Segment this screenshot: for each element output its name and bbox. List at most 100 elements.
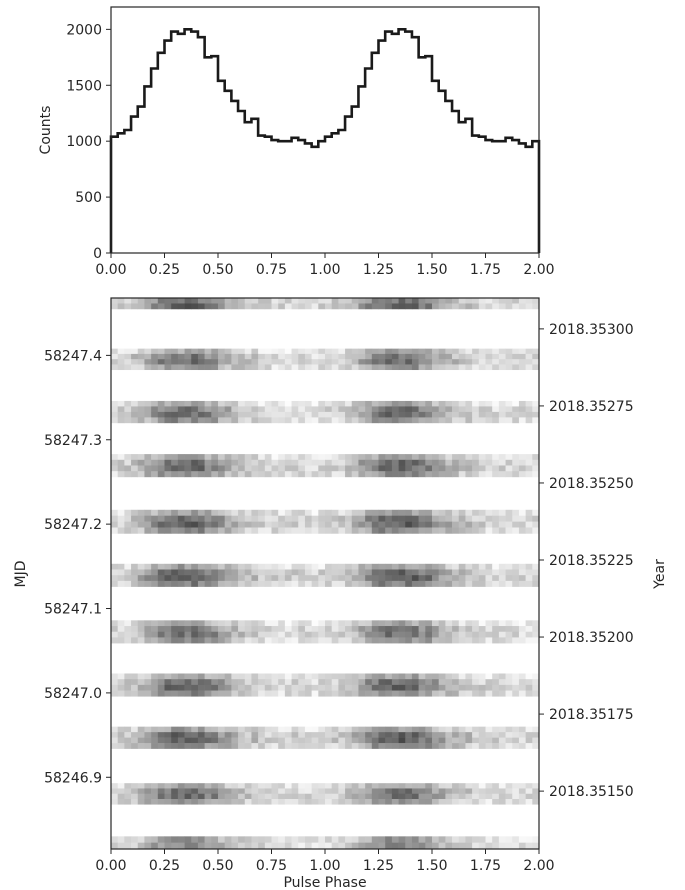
profile-x-tick-label: 2.00 [523, 262, 554, 278]
phaseogram-cell [458, 521, 466, 528]
phaseogram-cell [405, 364, 413, 371]
phaseogram-cell [298, 783, 306, 789]
phaseogram-cell [258, 298, 266, 304]
phaseogram-cell [177, 569, 185, 576]
phaseogram-cell [311, 684, 319, 691]
phaseogram-cell [291, 783, 299, 789]
phaseogram-cell [284, 303, 292, 310]
phaseogram-cell [177, 732, 185, 738]
phaseogram-cell [171, 743, 179, 749]
phaseogram-cell [391, 303, 399, 310]
phaseogram-cell [338, 454, 346, 461]
phaseogram-cell [224, 620, 232, 627]
phaseogram-cell [452, 465, 460, 472]
phaseogram-cell [197, 788, 205, 795]
phaseogram-cell [325, 527, 332, 534]
phaseogram-cell [525, 563, 533, 570]
phaseogram-cell [432, 406, 439, 413]
phaseogram-cell [452, 527, 460, 534]
phaseogram-cell [204, 465, 212, 472]
phaseogram-cell [425, 471, 433, 478]
phaseogram-cell [318, 620, 326, 627]
phaseogram-cell [211, 684, 219, 691]
phaseogram-cell [452, 637, 460, 644]
phaseogram-cell [251, 631, 259, 638]
phaseogram-cell [271, 836, 279, 843]
phaseogram-cell [458, 359, 466, 365]
phaseogram-cell [157, 637, 165, 644]
phaseogram-cell [137, 726, 145, 733]
phaseogram-mjd-tick-label: 58247.0 [44, 686, 102, 702]
phaseogram-cell [117, 364, 125, 371]
phaseogram-cell [351, 459, 359, 466]
phaseogram-cell [525, 575, 533, 582]
phaseogram-cell [445, 303, 453, 310]
phaseogram-cell [438, 637, 446, 644]
phaseogram-cell [137, 515, 145, 522]
phaseogram-cell [411, 799, 419, 805]
phaseogram-cell [512, 799, 520, 805]
phaseogram-cell [505, 684, 513, 691]
phaseogram-cell [438, 303, 446, 310]
phaseogram-cell [311, 406, 319, 413]
phaseogram-cell [204, 684, 212, 691]
phaseogram-cell [218, 620, 225, 627]
phaseogram-cell [244, 637, 252, 644]
phaseogram-cell [378, 690, 386, 697]
phaseogram-cell [298, 509, 306, 516]
phaseogram-cell [131, 575, 139, 582]
phaseogram-cell [365, 509, 373, 516]
phaseogram-cell [144, 353, 152, 360]
phaseogram-cell [525, 454, 533, 461]
phaseogram-cell [398, 684, 406, 691]
phaseogram-cell [164, 737, 172, 744]
phaseogram-cell [405, 620, 413, 627]
phaseogram-cell [385, 637, 393, 644]
phaseogram-cell [264, 737, 272, 744]
phaseogram-cell [171, 521, 179, 528]
phaseogram-cell [398, 743, 406, 749]
phaseogram-cell [311, 353, 319, 360]
phaseogram-x-tick-label: 0.50 [202, 858, 233, 874]
phaseogram-cell [184, 842, 192, 850]
phaseogram-cell [385, 298, 393, 304]
phaseogram-cell [485, 521, 493, 528]
phaseogram-cell [164, 298, 172, 304]
phaseogram-cell [218, 515, 225, 522]
phaseogram-cell [485, 673, 493, 680]
phaseogram-cell [345, 348, 353, 355]
phaseogram-cell [211, 569, 219, 576]
phaseogram-cell [197, 580, 205, 587]
phaseogram-cell [445, 527, 453, 534]
phaseogram-cell [472, 353, 480, 360]
phaseogram-cell [532, 690, 540, 697]
phaseogram-cell [498, 515, 506, 522]
phaseogram-cell [251, 364, 259, 371]
phaseogram-cell [184, 348, 192, 355]
profile-y-tick-label: 2000 [66, 22, 102, 38]
phaseogram-cell [264, 743, 272, 749]
phaseogram-cell [405, 563, 413, 570]
phaseogram-cell [425, 353, 433, 360]
phaseogram-cell [478, 783, 486, 789]
phaseogram-cell [418, 637, 426, 644]
phaseogram-cell [218, 298, 225, 304]
phaseogram-cell [345, 509, 353, 516]
phaseogram-cell [331, 465, 339, 472]
phaseogram-cell [117, 631, 125, 638]
phaseogram-cell [458, 459, 466, 466]
phaseogram-cell [351, 515, 359, 522]
phaseogram-cell [378, 620, 386, 627]
phaseogram-cell [505, 515, 513, 522]
phaseogram-cell [157, 836, 165, 843]
phaseogram-cell [445, 563, 453, 570]
phaseogram-cell [325, 364, 332, 371]
phaseogram-cell [131, 459, 139, 466]
phaseogram-cell [284, 726, 292, 733]
phaseogram-cell [264, 465, 272, 472]
phaseogram-cell [304, 620, 312, 627]
phaseogram-cell [358, 364, 366, 371]
phaseogram-cell [318, 799, 326, 805]
phaseogram-cell [345, 465, 353, 472]
phaseogram-cell [271, 637, 279, 644]
